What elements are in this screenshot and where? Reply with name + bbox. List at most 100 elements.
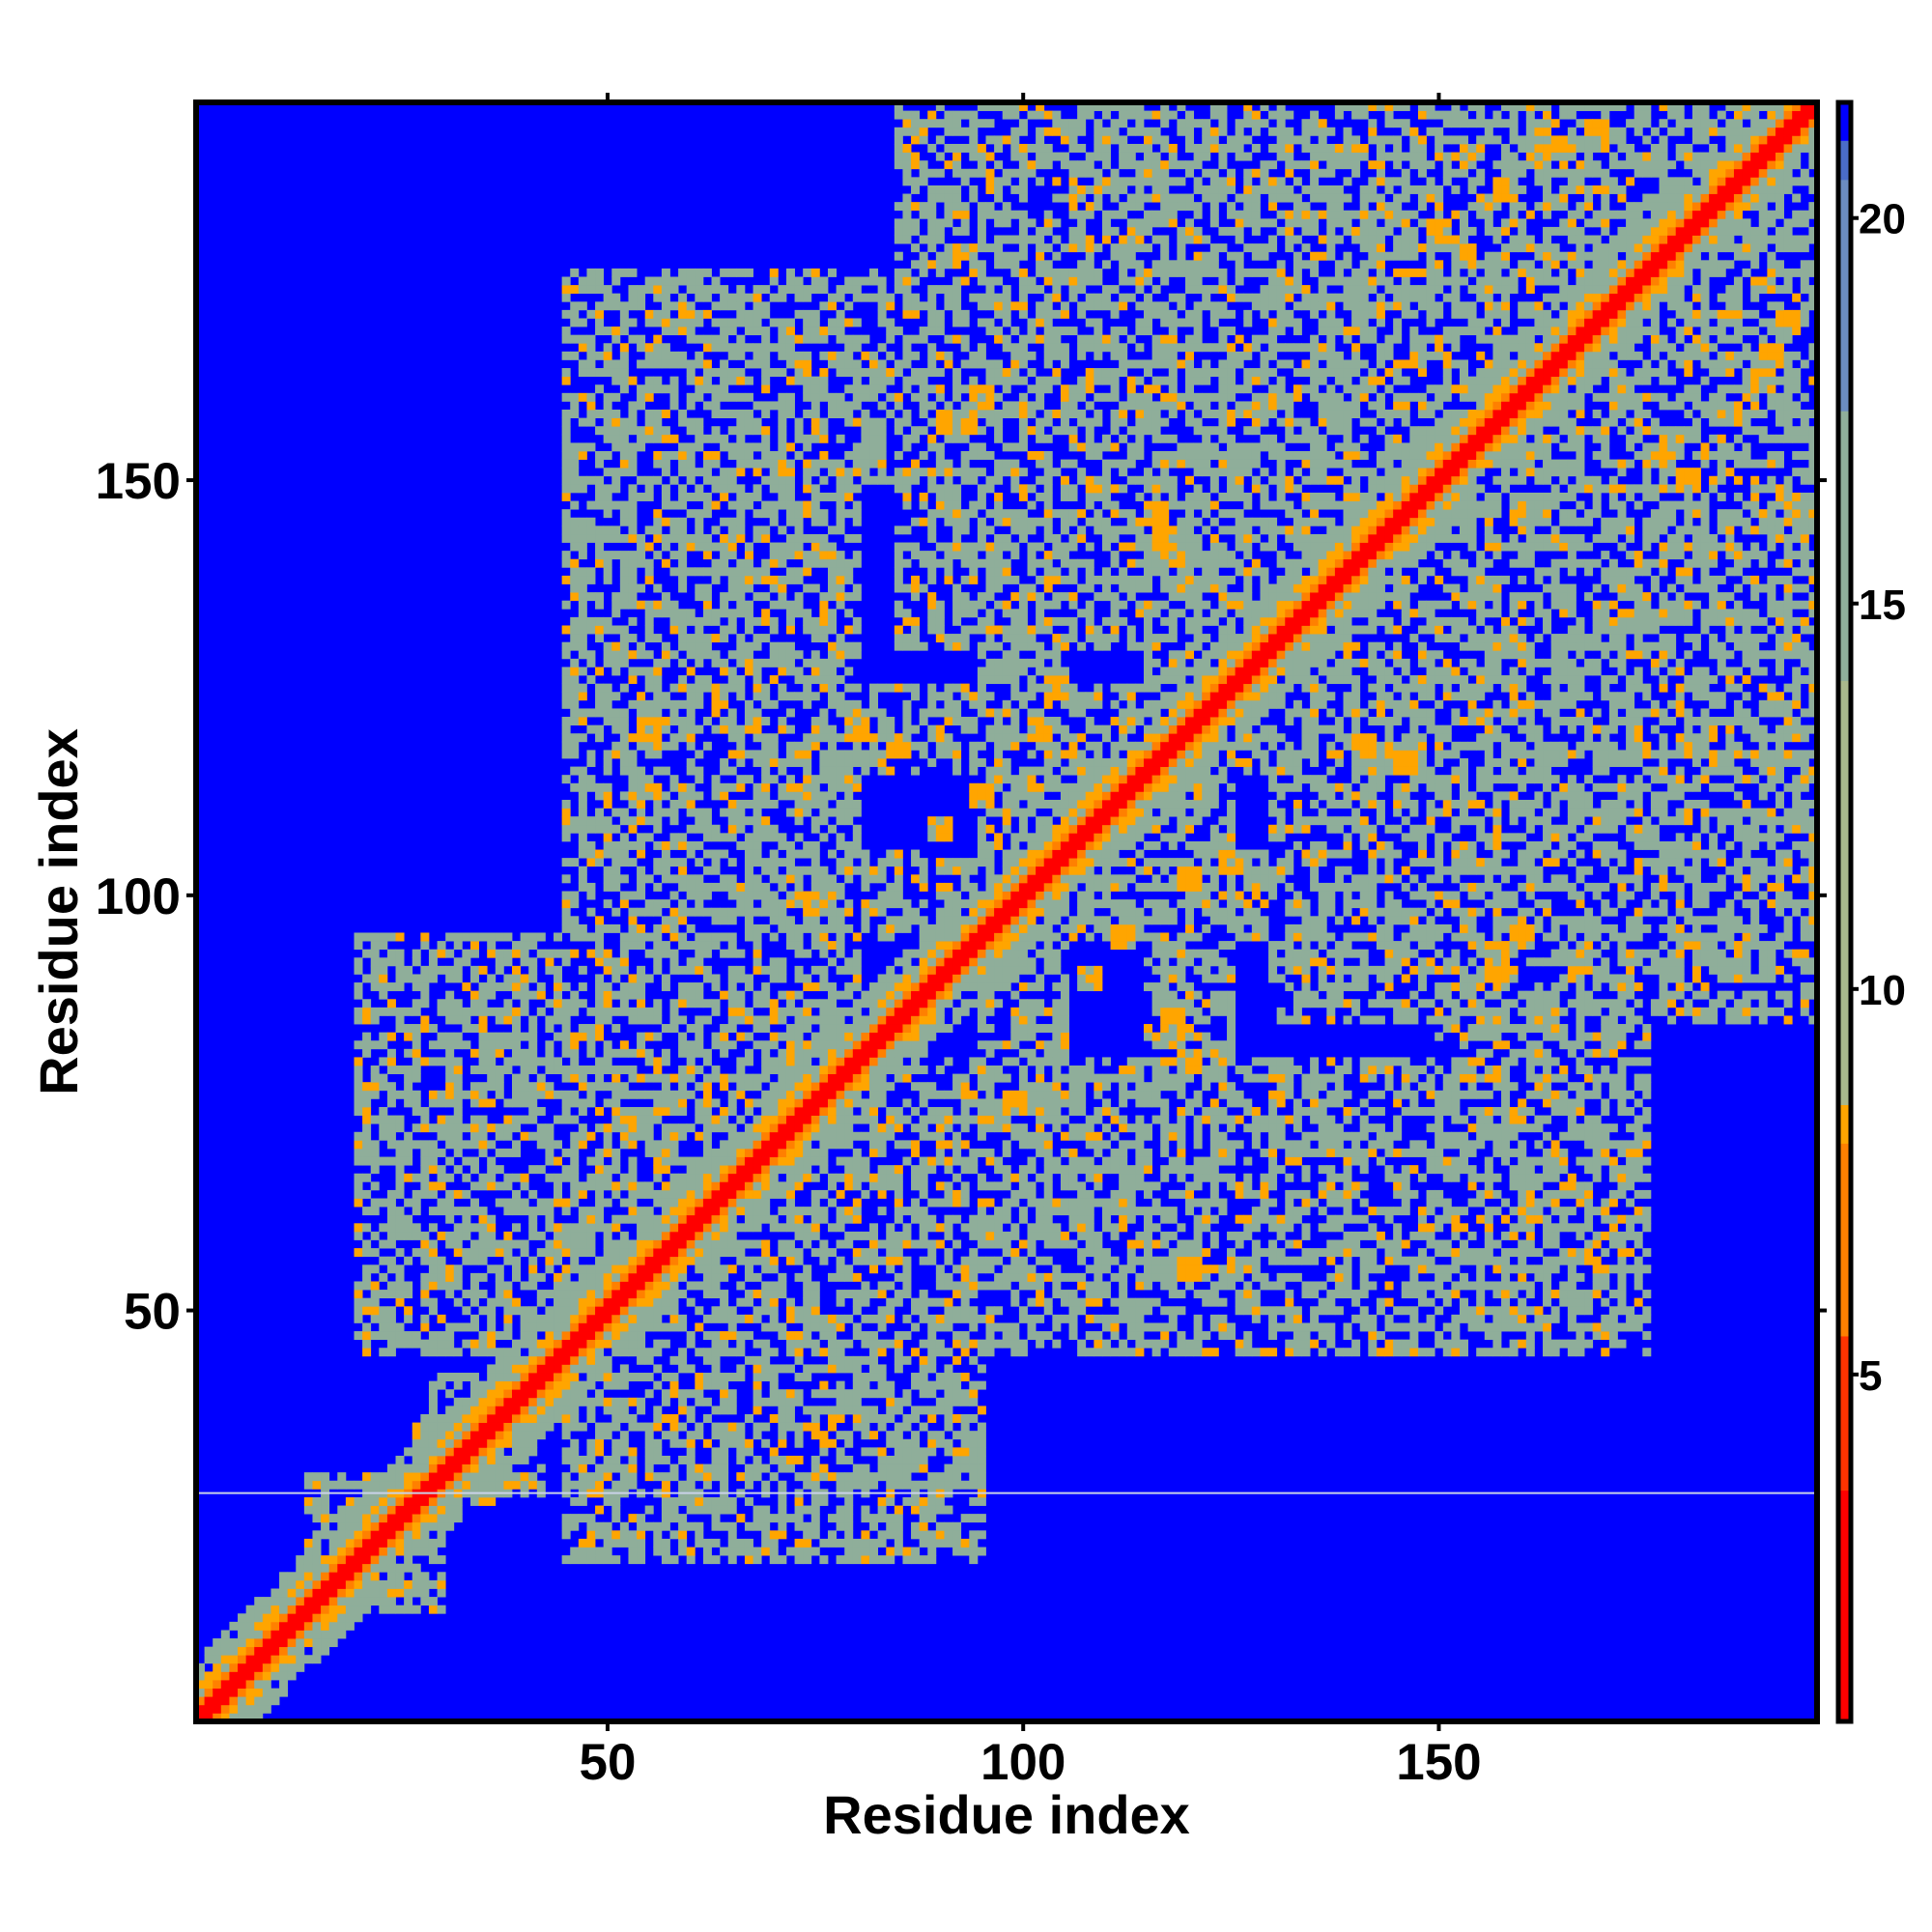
heatmap-cell-1257 xyxy=(520,1447,529,1457)
heatmap-cell-3688 xyxy=(736,368,746,378)
heatmap-cell-1057 xyxy=(478,932,488,942)
heatmap-cell-1359 xyxy=(536,1373,546,1382)
heatmap-cell-470 xyxy=(386,1521,396,1531)
heatmap-cell-3995 xyxy=(761,368,771,378)
heatmap-cell-3810 xyxy=(753,1355,762,1365)
heatmap-cell-4026 xyxy=(769,1256,779,1265)
heatmap-cell-3946 xyxy=(761,999,771,1009)
heatmap-cell-2259 xyxy=(619,724,629,734)
heatmap-cell-4013 xyxy=(769,1397,779,1406)
heatmap-cell-539 xyxy=(395,1231,405,1240)
heatmap-cell-477 xyxy=(386,1463,396,1473)
heatmap-cell-325 xyxy=(362,1538,372,1548)
heatmap-cell-3015 xyxy=(686,1231,696,1240)
heatmap-cell-85 xyxy=(254,1621,264,1631)
heatmap-cell-4418 xyxy=(803,1331,812,1341)
heatmap-cell-928 xyxy=(462,1413,471,1423)
heatmap-cell-3147 xyxy=(695,874,704,884)
heatmap-cell-895 xyxy=(453,1189,463,1199)
heatmap-cell-1953 xyxy=(595,683,605,693)
heatmap-cell-4720 xyxy=(827,1538,837,1548)
heatmap-cell-771 xyxy=(437,1505,446,1515)
heatmap-cell-2512 xyxy=(644,1297,654,1307)
heatmap-cell-2117 xyxy=(611,1272,621,1282)
heatmap-cell-1281 xyxy=(520,1131,529,1141)
heatmap-cell-2722 xyxy=(661,1223,670,1233)
heatmap-cell-4291 xyxy=(785,401,795,411)
heatmap-cell-4788 xyxy=(827,658,837,668)
heatmap-cell-4126 xyxy=(778,1181,787,1191)
heatmap-cell-163 xyxy=(303,1605,313,1614)
heatmap-cell-2955 xyxy=(678,699,688,709)
heatmap-cell-2714 xyxy=(661,1290,670,1299)
heatmap-cell-4195 xyxy=(778,334,787,344)
heatmap-cell-844 xyxy=(445,1173,455,1182)
heatmap-cell-1638 xyxy=(570,932,580,942)
heatmap-cell-3231 xyxy=(702,1131,712,1141)
heatmap-cell-3921 xyxy=(761,1248,771,1258)
heatmap-cell-3765 xyxy=(744,650,753,660)
heatmap-cell-3178 xyxy=(695,468,704,477)
heatmap-cell-1495 xyxy=(561,1314,571,1323)
heatmap-cell-2056 xyxy=(603,699,612,709)
heatmap-cell-3162 xyxy=(695,658,704,668)
heatmap-cell-3449 xyxy=(720,791,729,801)
heatmap-cell-1113 xyxy=(495,1455,504,1464)
heatmap-cell-2467 xyxy=(637,733,646,743)
heatmap-cell-2311 xyxy=(628,1348,638,1357)
heatmap-cell-4832 xyxy=(836,1355,845,1365)
heatmap-cell-50 xyxy=(238,1688,247,1697)
heatmap-cell-3113 xyxy=(695,1239,704,1249)
heatmap-cell-1222 xyxy=(511,1297,521,1307)
heatmap-cell-4547 xyxy=(810,1098,820,1108)
heatmap-cell-684 xyxy=(420,1272,430,1282)
heatmap-cell-4760 xyxy=(827,990,837,1000)
heatmap-cell-803 xyxy=(437,1098,446,1108)
heatmap-cell-3600 xyxy=(736,1455,746,1464)
heatmap-cell-3691 xyxy=(736,334,746,344)
heatmap-cell-4811 xyxy=(827,318,837,327)
heatmap-cell-4707 xyxy=(819,434,829,443)
heatmap-cell-2508 xyxy=(644,1348,654,1357)
heatmap-cell-4196 xyxy=(778,327,787,336)
heatmap-cell-33 xyxy=(220,1646,230,1656)
heatmap-cell-4259 xyxy=(785,791,795,801)
heatmap-cell-3710 xyxy=(744,1331,753,1341)
heatmap-cell-2571 xyxy=(644,492,654,501)
heatmap-cell-3021 xyxy=(686,1181,696,1191)
heatmap-cell-3441 xyxy=(720,932,729,942)
heatmap-cell-935 xyxy=(462,1290,471,1299)
heatmap-cell-1800 xyxy=(586,1438,596,1448)
heatmap-cell-182 xyxy=(312,1605,322,1614)
heatmap-cell-2124 xyxy=(611,1189,621,1199)
heatmap-cell-132 xyxy=(287,1662,297,1672)
heatmap-cell-827 xyxy=(445,1406,455,1415)
heatmap-cell-2651 xyxy=(653,799,663,809)
heatmap-cell-31 xyxy=(220,1662,230,1672)
heatmap-cell-1668 xyxy=(570,542,580,552)
heatmap-cell-1828 xyxy=(586,1131,596,1141)
heatmap-cell-2451 xyxy=(637,907,646,917)
heatmap-cell-2129 xyxy=(611,1123,621,1133)
heatmap-cell-4893 xyxy=(836,658,845,668)
heatmap-cell-2965 xyxy=(678,575,688,584)
heatmap-cell-3477 xyxy=(720,410,729,418)
heatmap-cell-4077 xyxy=(769,600,779,610)
heatmap-cell-3592 xyxy=(727,301,737,311)
heatmap-cell-1330 xyxy=(528,1131,538,1141)
heatmap-cell-4258 xyxy=(785,808,795,817)
heatmap-cell-2650 xyxy=(653,808,663,817)
heatmap-cell-4206 xyxy=(785,1406,795,1415)
heatmap-cell-4028 xyxy=(769,1214,779,1224)
heatmap-cell-2228 xyxy=(619,1115,629,1124)
heatmap-cell-732 xyxy=(428,1380,438,1390)
heatmap-cell-4964 xyxy=(844,1090,854,1099)
heatmap-cell-1106 xyxy=(487,949,497,958)
heatmap-cell-1303 xyxy=(528,1438,538,1448)
heatmap-cell-845 xyxy=(445,1156,455,1166)
heatmap-cell-2284 xyxy=(619,426,629,436)
heatmap-cell-523 xyxy=(395,1505,405,1515)
heatmap-cell-173 xyxy=(303,1496,313,1506)
heatmap-cell-1258 xyxy=(520,1438,529,1448)
heatmap-cell-4721 xyxy=(827,1530,837,1540)
